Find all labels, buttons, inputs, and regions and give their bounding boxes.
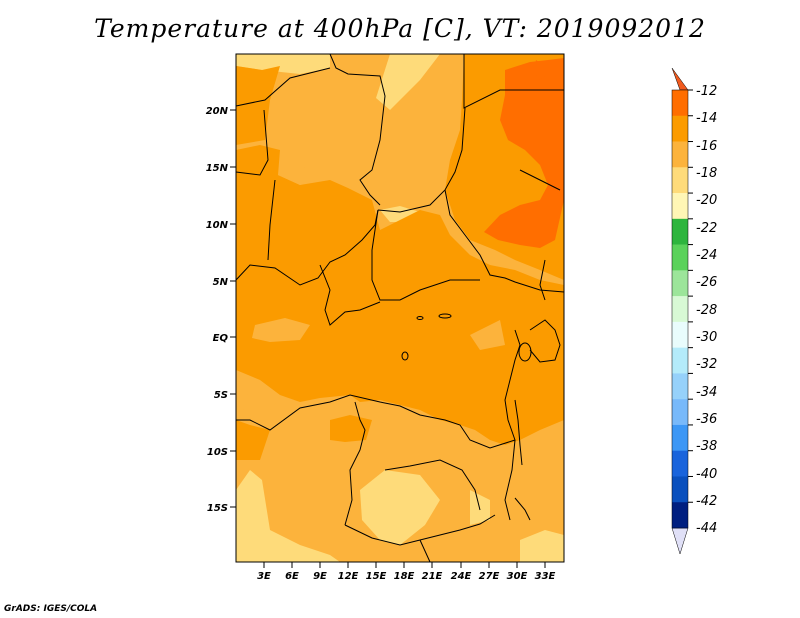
colorbar-label: -38 <box>696 439 717 454</box>
colorbar-cell <box>672 115 688 142</box>
colorbar-cell <box>672 193 688 220</box>
colorbar-frame <box>671 89 689 529</box>
colorbar-label: -40 <box>696 467 717 482</box>
lon-label: 24E <box>451 571 472 582</box>
region-cool-pockets <box>236 165 505 410</box>
colorbar-label: -32 <box>696 357 717 372</box>
colorbar-cell <box>672 450 688 477</box>
country-boundaries <box>235 53 565 563</box>
colorbar-label: -34 <box>696 385 717 400</box>
lat-label: 10N <box>206 220 229 231</box>
lon-label: 30E <box>507 571 528 582</box>
colorbar-label: -18 <box>696 166 717 181</box>
chart-title: Temperature at 400hPa [C], VT: 201909201… <box>94 14 706 43</box>
colorbar-label: -14 <box>696 111 717 126</box>
lakes <box>401 313 532 521</box>
colorbar-cell <box>672 347 688 374</box>
colorbar-cell <box>672 424 688 451</box>
lon-label: 15E <box>366 571 387 582</box>
lat-axis: 20N 15N 10N 5N EQ 5S 10S 15S <box>206 106 236 514</box>
map-frame <box>235 53 565 563</box>
lon-label: 21E <box>422 571 443 582</box>
colorbar-cell <box>672 321 688 348</box>
colorbar-label: -44 <box>696 521 717 536</box>
lon-label: 12E <box>338 571 359 582</box>
colorbar-label: -16 <box>696 139 717 154</box>
colorbar-label: -28 <box>696 303 717 318</box>
colorbar-label: -26 <box>696 275 717 290</box>
lat-label: 5S <box>214 390 228 401</box>
region-warmest <box>484 58 564 248</box>
lon-label: 33E <box>535 571 556 582</box>
colorbar-cell <box>672 476 688 503</box>
colorbar-cell <box>672 90 688 117</box>
colorbar-top-arrow <box>671 67 689 91</box>
colorbar-label: -42 <box>696 494 717 509</box>
colorbar-cell <box>672 270 688 297</box>
lon-label: 18E <box>394 571 415 582</box>
colorbar-cell <box>672 141 688 168</box>
colorbar-cell <box>672 296 688 323</box>
colorbar-cell <box>672 399 688 426</box>
colorbar-cell <box>672 244 688 271</box>
credit-text: GrADS: IGES/COLA <box>4 604 98 614</box>
lat-label: 5N <box>213 277 229 288</box>
lat-label: 15S <box>207 503 228 514</box>
colorbar-cell <box>672 218 688 245</box>
lat-label: 10S <box>207 447 228 458</box>
colorbar-label: -22 <box>696 221 717 236</box>
lat-label: 20N <box>206 106 229 117</box>
colorbar-label: -36 <box>696 412 717 427</box>
colorbar-cell <box>672 373 688 400</box>
colorbar-label: -12 <box>696 84 717 99</box>
colorbar-label: -20 <box>696 193 717 208</box>
lon-label: 6E <box>285 571 299 582</box>
colorbar-label: -30 <box>696 330 717 345</box>
lon-label: 9E <box>313 571 327 582</box>
lon-label: 27E <box>479 571 500 582</box>
lon-label: 3E <box>257 571 271 582</box>
lat-label: 15N <box>206 163 229 174</box>
lat-label: EQ <box>213 333 229 344</box>
colorbar-cell <box>672 167 688 194</box>
colorbar-bottom-arrow <box>671 527 689 555</box>
lon-axis: 3E 6E 9E 12E 15E 18E 21E 24E 27E 30E 33E <box>257 562 556 582</box>
colorbar-cell <box>672 502 688 529</box>
colorbar: -12 -14 -16 -18 -20 -22 -24 -26 -28 -30 … <box>671 67 717 555</box>
colorbar-label: -24 <box>696 248 717 263</box>
